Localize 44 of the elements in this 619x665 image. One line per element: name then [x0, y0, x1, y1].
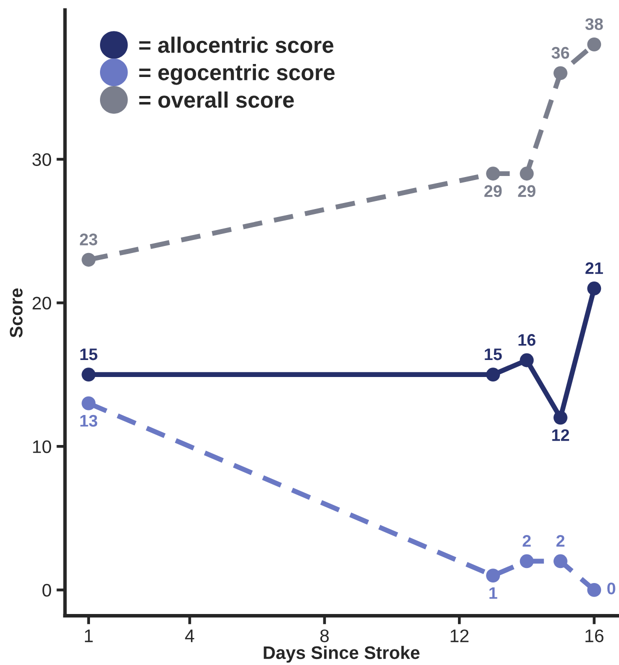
point	[554, 554, 568, 568]
data-label: 12	[552, 429, 570, 441]
data-label: 1	[489, 587, 498, 599]
x-tick-label: 8	[320, 629, 329, 642]
data-label: 29	[484, 185, 502, 197]
data-label: 2	[556, 535, 564, 547]
legend-label: = allocentric score	[139, 36, 334, 53]
point	[587, 37, 602, 52]
legend-label: = overall score	[139, 92, 294, 108]
data-label: 38	[585, 18, 603, 30]
point	[486, 568, 500, 583]
point	[486, 166, 500, 181]
data-label: 36	[552, 46, 570, 59]
data-label: 29	[518, 185, 536, 197]
y-tick-label: 30	[32, 153, 52, 166]
data-label: 15	[80, 348, 98, 360]
data-label: 16	[518, 334, 536, 346]
point	[554, 66, 568, 80]
data-label: 21	[585, 262, 603, 274]
x-tick-label: 1	[84, 630, 93, 642]
data-label: 23	[80, 234, 98, 246]
x-axis-title: Days Since Stroke	[264, 646, 420, 663]
data-label: 2	[522, 535, 531, 547]
x-tick-label: 16	[586, 629, 604, 642]
y-tick-label: 10	[33, 440, 52, 454]
point	[587, 583, 602, 597]
y-axis-title: Score	[10, 288, 23, 338]
point	[82, 396, 96, 410]
x-tick-label: 12	[450, 629, 468, 642]
point	[520, 353, 534, 368]
point	[486, 368, 500, 382]
data-label: 15	[484, 348, 502, 360]
data-label: 13	[80, 414, 98, 427]
y-tick-label: 20	[32, 296, 52, 310]
point	[520, 554, 534, 568]
point	[587, 282, 602, 296]
data-label: 0	[607, 582, 616, 594]
point	[82, 252, 96, 267]
point	[520, 166, 534, 181]
legend-label: = egocentric score	[139, 64, 335, 85]
x-tick-label: 4	[185, 630, 194, 642]
y-tick-label: 0	[42, 584, 52, 597]
point	[554, 410, 568, 425]
point	[82, 368, 96, 382]
